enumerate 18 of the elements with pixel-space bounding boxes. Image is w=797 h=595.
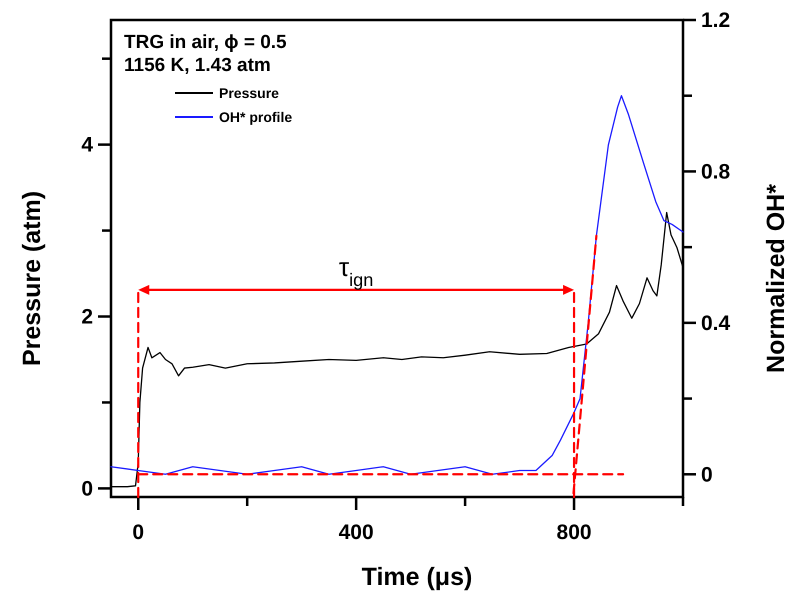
x-tick-label: 400: [338, 521, 374, 544]
legend-label: OH* profile: [219, 109, 292, 125]
x-axis-title: Time (μs): [362, 563, 472, 591]
legend-label: Pressure: [219, 85, 280, 101]
annotation: τ$_{ign}$: [338, 252, 374, 290]
y-tick-label: 4: [81, 134, 94, 157]
annotation: 1156 K, 1.43 atm: [124, 55, 271, 76]
y-tick-label: 2: [81, 306, 93, 329]
annotation: TRG in air, ϕ = 0.5: [124, 32, 288, 53]
y2-tick-label: 0.4: [701, 312, 731, 335]
y2-tick-label: 0: [701, 463, 713, 486]
x-tick-label: 800: [556, 521, 592, 544]
y-tick-label: 0: [81, 477, 93, 500]
y2-tick-label: 0.8: [701, 160, 731, 184]
x-tick-label: 0: [132, 521, 144, 544]
y2-tick-label: 1.2: [701, 9, 730, 32]
y2-axis-title: Normalized OH*: [762, 184, 790, 373]
y-axis-title: Pressure (atm): [18, 190, 46, 366]
